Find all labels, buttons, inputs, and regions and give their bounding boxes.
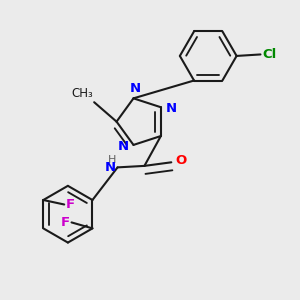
Text: CH₃: CH₃ <box>71 87 93 100</box>
Text: Cl: Cl <box>262 48 276 61</box>
Text: O: O <box>176 154 187 167</box>
Text: H: H <box>108 155 116 165</box>
Text: N: N <box>165 102 176 115</box>
Text: F: F <box>61 216 70 229</box>
Text: N: N <box>105 161 116 174</box>
Text: N: N <box>129 82 140 95</box>
Text: N: N <box>118 140 129 153</box>
Text: F: F <box>66 198 75 211</box>
